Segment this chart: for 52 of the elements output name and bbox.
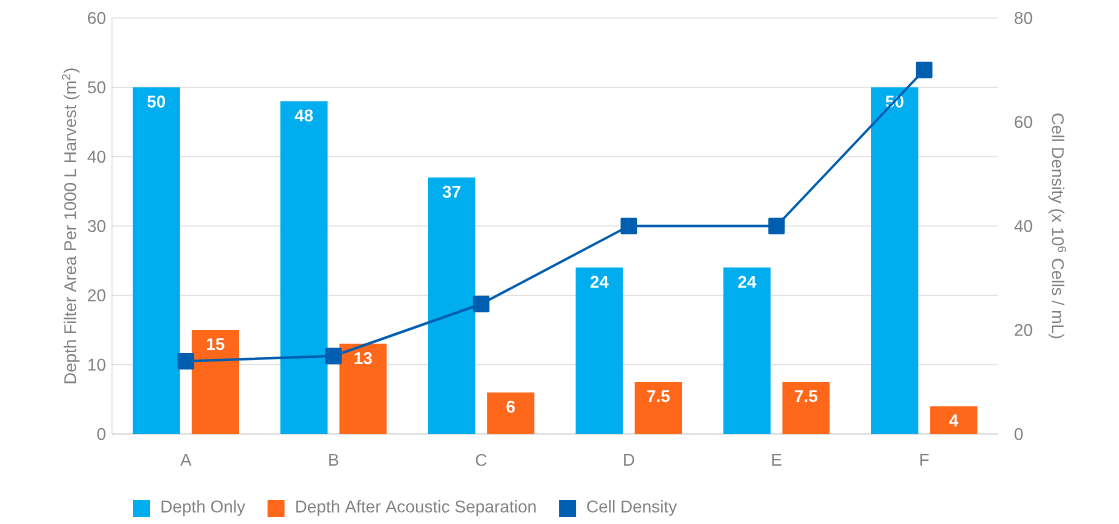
bar (930, 406, 978, 434)
y-tick-label: 30 (87, 219, 106, 233)
x-tick-label: E (772, 453, 782, 466)
point (620, 217, 638, 235)
y2-tick-label: 0 (1014, 427, 1023, 441)
y-tick-label: 0 (97, 427, 106, 441)
data-label: 13 (354, 352, 372, 365)
point (768, 217, 785, 235)
data-label: 48 (294, 109, 313, 122)
data-label: 24 (590, 275, 609, 288)
y-tick-label: 10 (88, 358, 106, 371)
x-tick-label: A (180, 453, 192, 466)
legend-label: Depth Only (161, 500, 246, 516)
bar (428, 177, 476, 434)
bar (280, 101, 328, 434)
data-label: 4 (949, 414, 959, 427)
y-tick-label: 50 (87, 81, 106, 94)
data-label: 37 (442, 185, 461, 198)
bar (634, 382, 682, 434)
x-tick-label: D (624, 453, 635, 466)
point (325, 347, 342, 365)
x-tick-label: C (475, 453, 487, 466)
bar (782, 382, 830, 434)
y2-tick-label: 40 (1014, 219, 1033, 233)
bar (575, 267, 623, 434)
y-tick-label: 60 (88, 11, 106, 25)
x-tick-label: B (329, 453, 339, 466)
data-label: 6 (506, 400, 515, 413)
y2-tick-label: 80 (1014, 11, 1033, 25)
bar (191, 330, 239, 434)
point (472, 295, 490, 313)
bar (723, 267, 771, 434)
point (177, 352, 195, 370)
y2-axis-title: Cell Density (x 10$^{6}$ Cells / mL) (1048, 113, 1067, 339)
y-tick-label: 20 (88, 289, 106, 302)
data-label: 50 (147, 95, 166, 108)
y-tick-label: 40 (87, 150, 106, 163)
point (915, 61, 933, 79)
legend-label: Depth After Acoustic Separation (296, 500, 536, 516)
bar (871, 87, 919, 434)
y-axis-title: Depth Filter Area Per 1000 L Harvest (m$^{2}$) (61, 68, 80, 384)
data-label: 7.5 (647, 390, 670, 403)
data-label: 15 (206, 338, 225, 351)
data-label: 7.5 (794, 390, 818, 403)
bar (132, 87, 180, 434)
x-tick-label: F (920, 453, 929, 466)
y2-tick-label: 20 (1014, 323, 1033, 337)
bar (487, 392, 535, 434)
legend-label: Cell Density (587, 500, 677, 516)
bar (339, 343, 387, 434)
data-label: 24 (738, 275, 757, 288)
y2-tick-label: 60 (1014, 115, 1033, 129)
